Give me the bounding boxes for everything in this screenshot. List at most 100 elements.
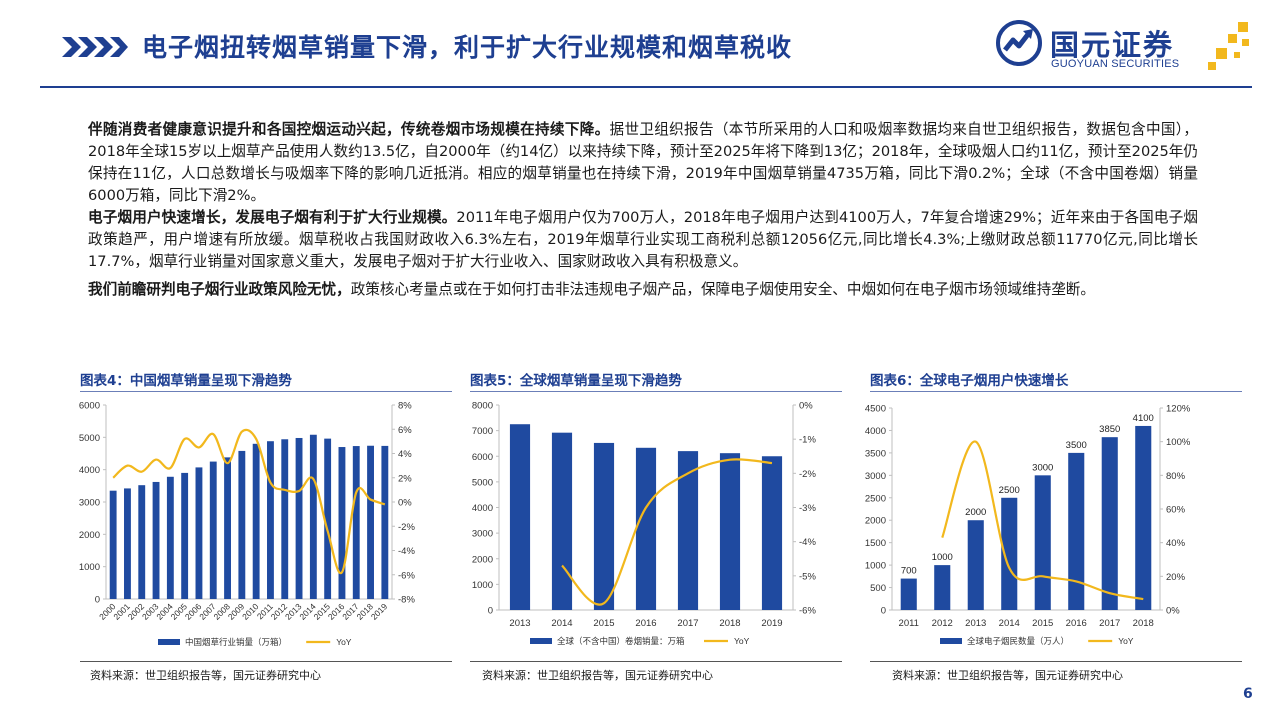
y-left-tick-label: 500 xyxy=(870,583,886,594)
y-left-tick-label: 8000 xyxy=(472,401,493,412)
bar-2016 xyxy=(635,447,657,610)
paragraph-1: 伴随消费者健康意识提升和各国控烟运动兴起，传统卷烟市场规模在持续下降。据世卫组织… xyxy=(88,119,1198,207)
y-left-tick-label: 2000 xyxy=(79,530,100,541)
y-left-tick-label: 2000 xyxy=(865,516,886,527)
x-tick-label: 2016 xyxy=(1066,618,1087,629)
bar-data-label: 3000 xyxy=(1032,462,1053,473)
x-tick-label: 2018 xyxy=(1133,618,1154,629)
bar-2003 xyxy=(152,481,160,599)
paragraph-1-lead: 伴随消费者健康意识提升和各国控烟运动兴起，传统卷烟市场规模在持续下降。 xyxy=(88,121,610,138)
bar-2015 xyxy=(1034,475,1051,610)
bar-2011 xyxy=(267,441,274,599)
bar-2014 xyxy=(1001,497,1018,610)
bar-2013 xyxy=(509,424,531,610)
bar-2008 xyxy=(224,457,231,599)
figure-5-chart: 0 1000 2000 3000 4000 5000 6000 7000 8000 -6% -5% -… xyxy=(472,401,817,647)
y-right-tick-label: 20% xyxy=(1166,572,1186,583)
bar-2007 xyxy=(209,461,217,599)
bar-2015 xyxy=(593,442,615,610)
bar-data-label: 2000 xyxy=(965,507,986,518)
bar-data-label: 3850 xyxy=(1099,424,1120,435)
legend-bar-swatch xyxy=(530,638,552,644)
bar-2019 xyxy=(381,445,389,599)
y-right-tick-label: 6% xyxy=(398,425,412,436)
header-divider xyxy=(40,86,1252,88)
x-tick-label: 2019 xyxy=(761,618,782,629)
bar-2017 xyxy=(677,451,699,610)
figure-4-title-rule xyxy=(80,391,452,392)
x-tick-label: 2017 xyxy=(677,618,698,629)
x-tick-label: 2015 xyxy=(593,618,614,629)
paragraph-3-lead: 我们前瞻研判电子烟行业政策风险无忧， xyxy=(88,281,351,298)
figure-6-source-rule xyxy=(870,661,1242,662)
legend-bar-label: 全球电子烟民数量（万人） xyxy=(967,636,1069,646)
bar-2009 xyxy=(238,450,246,599)
y-right-tick-label: 4% xyxy=(398,449,412,460)
page-title: 电子烟扭转烟草销量下滑，利于扩大行业规模和烟草税收 xyxy=(142,33,793,62)
x-tick-label: 2019 xyxy=(369,601,390,622)
x-tick-label: 2014 xyxy=(551,618,572,629)
x-tick-label: 2016 xyxy=(635,618,656,629)
y-left-tick-label: 5000 xyxy=(472,477,493,488)
bar-2018 xyxy=(1135,425,1152,610)
bar-2006 xyxy=(195,467,203,599)
y-right-tick-label: -2% xyxy=(398,522,415,533)
x-tick-label: 2017 xyxy=(1099,618,1120,629)
bar-2013 xyxy=(967,520,984,610)
y-right-tick-label: -4% xyxy=(799,537,816,548)
paragraph-3: 我们前瞻研判电子烟行业政策风险无忧，政策核心考量点或在于如何打击非法违规电子烟产… xyxy=(88,279,1198,301)
bar-2014 xyxy=(551,432,573,610)
bar-data-label: 4100 xyxy=(1133,413,1154,424)
y-right-tick-label: 40% xyxy=(1166,538,1186,549)
y-right-tick-label: 80% xyxy=(1166,471,1186,482)
bar-data-label: 1000 xyxy=(932,552,953,563)
company-logo: 国元证券 GUOYUAN SECURITIES xyxy=(996,18,1256,78)
y-right-tick-label: 0% xyxy=(799,401,813,412)
figure-4-title: 图表4：中国烟草销量呈现下滑趋势 xyxy=(80,373,292,389)
logo-text-cn: 国元证券 xyxy=(1050,28,1175,62)
y-left-tick-label: 6000 xyxy=(472,452,493,463)
x-tick-label: 2013 xyxy=(965,618,986,629)
x-tick-label: 2018 xyxy=(719,618,740,629)
y-left-tick-label: 4000 xyxy=(865,426,886,437)
y-right-tick-label: 60% xyxy=(1166,505,1186,516)
figure-5-title: 图表5：全球烟草销量呈现下滑趋势 xyxy=(470,373,682,389)
bar-2019 xyxy=(761,456,783,610)
x-tick-label: 2014 xyxy=(999,618,1020,629)
y-left-tick-label: 1000 xyxy=(472,580,493,591)
legend-line-label: YoY xyxy=(336,637,352,647)
chevron-arrows-icon xyxy=(62,37,128,57)
y-left-tick-label: 2000 xyxy=(472,554,493,565)
y-right-tick-label: -4% xyxy=(398,546,415,557)
legend-line-label: YoY xyxy=(1118,636,1134,646)
y-right-tick-label: -3% xyxy=(799,503,816,514)
y-right-tick-label: -6% xyxy=(799,606,816,617)
bar-data-label: 2500 xyxy=(999,485,1020,496)
bar-2016 xyxy=(1068,452,1085,610)
guoyuan-logo-icon xyxy=(996,20,1042,66)
y-right-tick-label: -6% xyxy=(398,570,415,581)
figure-5-title-rule xyxy=(470,391,842,392)
bar-2017 xyxy=(1101,437,1118,610)
yoy-series-line xyxy=(561,458,773,606)
bar-2004 xyxy=(166,476,174,599)
bar-2017 xyxy=(352,446,360,599)
y-left-tick-label: 1000 xyxy=(79,562,100,573)
y-right-tick-label: 0% xyxy=(1166,606,1180,617)
y-left-tick-label: 3000 xyxy=(79,498,100,509)
bar-2014 xyxy=(309,434,317,599)
paragraph-2: 电子烟用户快速增长，发展电子烟有利于扩大行业规模。2011年电子烟用户仅为700… xyxy=(88,207,1198,273)
bar-data-label: 700 xyxy=(901,566,917,577)
y-left-tick-label: 1000 xyxy=(865,561,886,572)
y-right-tick-label: -8% xyxy=(398,595,415,606)
legend-bar-label: 中国烟草行业销量（万箱） xyxy=(185,637,287,647)
y-right-tick-label: -1% xyxy=(799,435,816,446)
y-right-tick-label: -5% xyxy=(799,571,816,582)
paragraph-2-text: 2011年电子烟用户仅为700万人，2018年电子烟用户达到4100万人，7年复… xyxy=(88,209,1198,270)
y-left-tick-label: 0 xyxy=(95,595,100,606)
body-text: 伴随消费者健康意识提升和各国控烟运动兴起，传统卷烟市场规模在持续下降。据世卫组织… xyxy=(88,119,1198,301)
bar-2015 xyxy=(324,438,332,599)
figure-6-title: 图表6：全球电子烟用户快速增长 xyxy=(870,373,1069,389)
x-tick-label: 2015 xyxy=(1032,618,1053,629)
figure-4-chart: 0 1000 2000 3000 4000 5000 6000 -8% -6% -4% -2% 0% 2… xyxy=(79,401,416,648)
